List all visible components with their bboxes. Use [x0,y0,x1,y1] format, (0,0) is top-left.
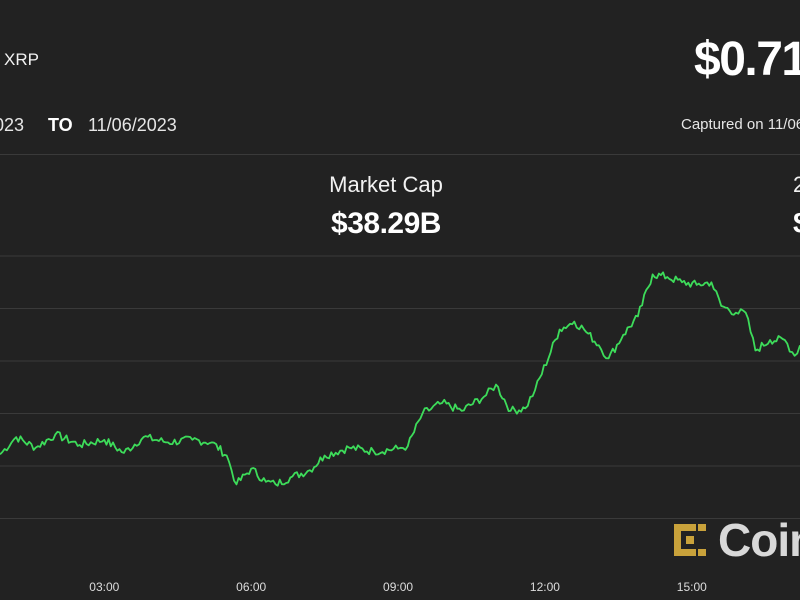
secondary-stat-label: 2 [793,172,800,197]
x-tick-label: 09:00 [383,580,413,594]
asset-name: XRP [4,50,39,69]
price-line [0,271,800,487]
secondary-stat-value: $ [793,207,800,241]
market-cap-value: $38.29B [331,207,441,240]
x-tick-label: 03:00 [89,580,119,594]
chart-series [0,271,800,487]
x-tick-label: 15:00 [677,580,707,594]
date-to-label: TO [48,115,73,135]
date-to: 11/06/2023 [88,115,177,135]
watermark: Coin [668,513,800,567]
coindesk-logo-icon [674,524,706,556]
chart-grid [0,255,800,519]
date-from: 023 [0,115,25,135]
x-tick-label: 12:00 [530,580,560,594]
market-cap-label: Market Cap [329,172,443,197]
captured-timestamp: Captured on 11/06 [681,116,800,133]
chart-x-axis: 03:00 06:00 09:00 12:00 15:00 [89,580,707,594]
watermark-text: Coin [718,514,800,566]
x-tick-label: 06:00 [236,580,266,594]
current-price: $0.71 [694,33,800,86]
header-divider [0,154,800,155]
